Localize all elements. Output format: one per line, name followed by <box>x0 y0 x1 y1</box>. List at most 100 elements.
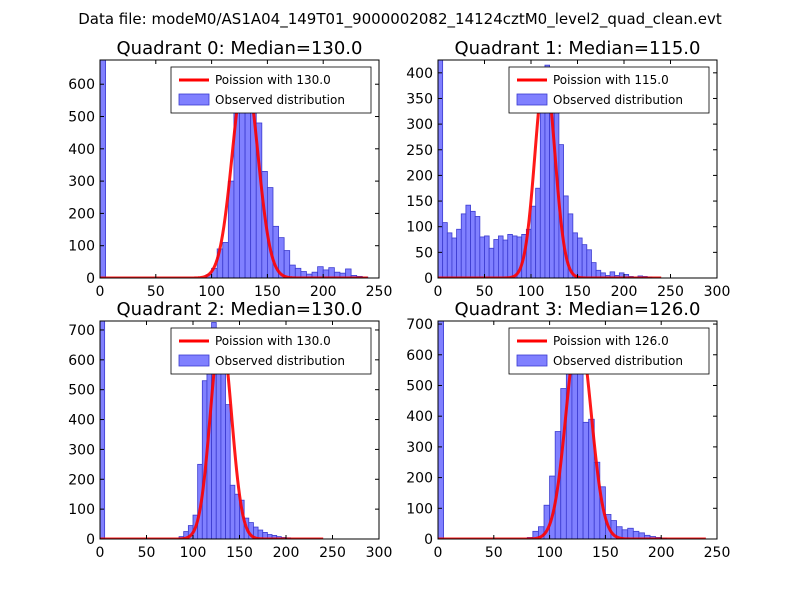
histogram-bar <box>225 404 231 539</box>
histogram-bar <box>220 368 226 539</box>
y-tick-label: 0 <box>86 532 95 548</box>
histogram-bar <box>577 237 583 278</box>
chart-title: Quadrant 1: Median=115.0 <box>455 38 701 59</box>
legend: Poission with 115.0 Observed distribution <box>508 66 710 114</box>
histogram-bar <box>283 250 291 278</box>
histogram-bar <box>100 321 106 539</box>
y-tick-label: 0 <box>424 271 433 287</box>
figure-suptitle: Data file: modeM0/AS1A04_149T01_90000020… <box>78 10 722 29</box>
x-tick-label: 50 <box>485 545 503 561</box>
legend-bar-swatch <box>178 354 210 367</box>
legend-label-poisson: Poission with 130.0 <box>215 73 331 87</box>
histogram-bar <box>317 266 324 278</box>
x-tick-label: 50 <box>147 284 165 300</box>
x-tick-label: 250 <box>657 284 684 300</box>
histogram-bar <box>470 210 476 278</box>
plot-area <box>100 321 324 539</box>
histogram-bar <box>488 247 495 278</box>
histogram-bar <box>581 244 588 278</box>
x-tick-label: 100 <box>180 545 207 561</box>
legend-bar-swatch <box>516 354 548 367</box>
y-tick-label: 500 <box>406 378 433 394</box>
histogram-bar <box>474 216 481 278</box>
histogram-bar <box>215 350 222 539</box>
legend-label-observed: Observed distribution <box>553 354 683 368</box>
plot-area <box>438 321 706 539</box>
histogram-bar <box>456 228 462 278</box>
y-tick-label: 350 <box>406 91 433 107</box>
histogram-bar <box>493 239 499 278</box>
axes-frame <box>99 59 380 279</box>
legend-label-poisson: Poission with 130.0 <box>215 334 331 348</box>
quadrant-0-chart: 0 50 100 150 200 250 0 100 200 300 400 500 600 Quadra… <box>68 38 392 300</box>
histogram-bar <box>535 187 541 278</box>
y-tick-label: 250 <box>406 143 433 159</box>
axes-frame <box>437 320 718 540</box>
histogram-bar <box>229 484 236 539</box>
histogram-bar <box>572 232 578 278</box>
histogram-bar <box>582 421 590 539</box>
histogram-bar <box>627 527 634 539</box>
y-tick-label: 600 <box>406 348 433 364</box>
legend-bar-swatch <box>178 93 210 106</box>
x-tick-label: 200 <box>648 545 675 561</box>
histogram-bar <box>512 235 518 278</box>
y-tick-label: 500 <box>68 383 95 399</box>
y-tick-label: 300 <box>406 117 433 133</box>
y-tick-label: 100 <box>406 501 433 517</box>
x-tick-label: 150 <box>226 545 253 561</box>
legend-label-poisson: Poission with 126.0 <box>553 334 669 348</box>
y-tick-label: 0 <box>86 271 95 287</box>
x-tick-label: 250 <box>366 284 393 300</box>
x-tick-label: 150 <box>254 284 281 300</box>
histogram-bar <box>289 264 296 278</box>
x-tick-label: 200 <box>273 545 300 561</box>
x-tick-label: 300 <box>704 284 731 300</box>
histogram-bar <box>502 239 509 278</box>
x-tick-label: 250 <box>704 545 731 561</box>
quadrant-3-chart: 0 50 100 150 200 250 0 100 200 300 400 500 600 700 Qua… <box>406 299 730 561</box>
histogram-bar <box>438 321 444 539</box>
x-tick-label: 200 <box>611 284 638 300</box>
histogram-bar <box>222 242 229 278</box>
y-tick-label: 700 <box>406 317 433 333</box>
histogram-bar <box>539 85 546 278</box>
poisson-curve <box>100 69 368 278</box>
histogram-bar <box>586 249 592 278</box>
histogram-bar <box>328 267 335 278</box>
legend: Poission with 130.0 Observed distribution <box>170 327 372 375</box>
y-tick-label: 200 <box>68 206 95 222</box>
y-tick-label: 300 <box>406 440 433 456</box>
histogram-bar <box>530 205 537 278</box>
histogram-bar <box>438 60 444 278</box>
y-tick-label: 200 <box>68 472 95 488</box>
x-tick-label: 300 <box>366 545 393 561</box>
y-tick-label: 200 <box>406 471 433 487</box>
y-tick-label: 600 <box>68 353 95 369</box>
x-tick-label: 250 <box>319 545 346 561</box>
y-tick-label: 400 <box>68 413 95 429</box>
legend-bar-swatch <box>516 93 548 106</box>
y-tick-label: 500 <box>68 110 95 126</box>
y-tick-label: 300 <box>68 442 95 458</box>
chart-title: Quadrant 3: Median=126.0 <box>455 299 701 320</box>
y-tick-label: 50 <box>415 245 433 261</box>
x-tick-label: 0 <box>434 284 443 300</box>
x-tick-label: 0 <box>96 284 105 300</box>
legend: Poission with 130.0 Observed distribution <box>170 66 372 114</box>
y-tick-label: 150 <box>406 194 433 210</box>
chart-title: Quadrant 0: Median=130.0 <box>117 38 363 59</box>
histogram-bar <box>244 87 252 278</box>
x-tick-label: 150 <box>592 545 619 561</box>
x-tick-label: 100 <box>198 284 225 300</box>
quadrant-2-chart: 0 50 100 150 200 250 300 0 100 200 300 400 500 600 700… <box>68 299 392 561</box>
y-tick-label: 200 <box>406 168 433 184</box>
histogram-bar <box>498 235 504 278</box>
histogram-bar <box>451 237 458 278</box>
legend-label-observed: Observed distribution <box>215 354 345 368</box>
x-tick-label: 50 <box>138 545 156 561</box>
y-tick-label: 100 <box>68 502 95 518</box>
histogram-bar <box>100 60 106 278</box>
histogram-bar <box>507 233 513 278</box>
